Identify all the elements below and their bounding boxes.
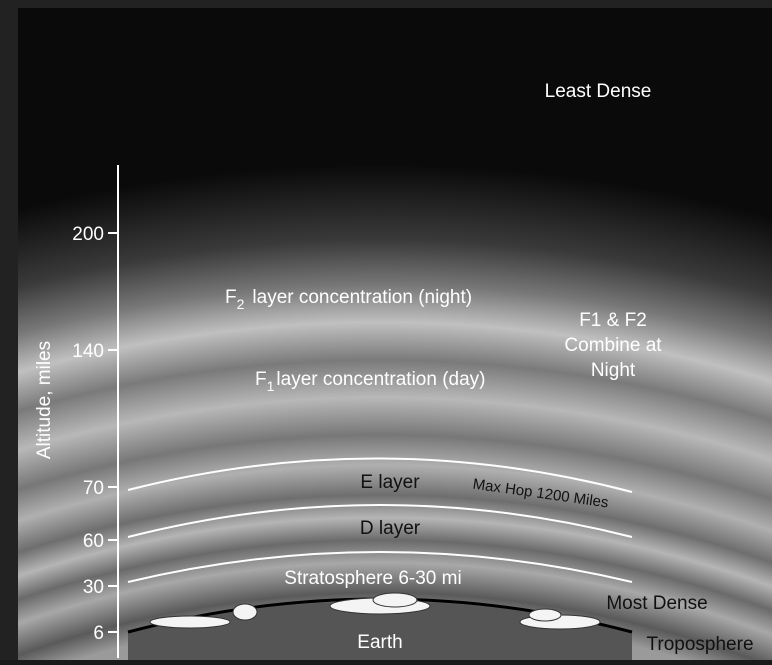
f2-sub: 2: [237, 296, 245, 312]
axis-label: Altitude, miles: [34, 341, 55, 459]
tick-label: 60: [83, 531, 104, 552]
f2-letter: F: [225, 287, 237, 308]
tick-label: 200: [72, 224, 104, 245]
f1-text: layer concentration (day): [276, 369, 485, 390]
d-layer: D layer: [360, 518, 421, 539]
tick-label: 6: [93, 623, 104, 644]
page: {"title": "Least Dense", "axis": {"label…: [0, 0, 772, 660]
most-dense: Most Dense: [606, 593, 707, 614]
f1-sub: 1: [267, 378, 275, 394]
atmosphere: [18, 8, 772, 660]
diagram: 200 140 70 60 30 6 Altitude, miles Least Dens…: [0, 0, 772, 660]
tick-label: 70: [83, 478, 104, 499]
f2-text: layer concentration (night): [252, 287, 472, 308]
combine-line: F1 & F2: [579, 310, 647, 331]
earth-label: Earth: [357, 632, 402, 653]
combine-line: Night: [591, 360, 636, 381]
least-dense: Least Dense: [545, 81, 652, 102]
tick-label: 30: [83, 577, 104, 598]
tick-label: 140: [72, 341, 104, 362]
troposphere: Troposphere: [646, 634, 753, 655]
e-layer: E layer: [360, 472, 420, 493]
f1-letter: F: [255, 369, 267, 390]
stratosphere: Stratosphere 6-30 mi: [284, 568, 461, 589]
combine-line: Combine at: [564, 335, 662, 356]
